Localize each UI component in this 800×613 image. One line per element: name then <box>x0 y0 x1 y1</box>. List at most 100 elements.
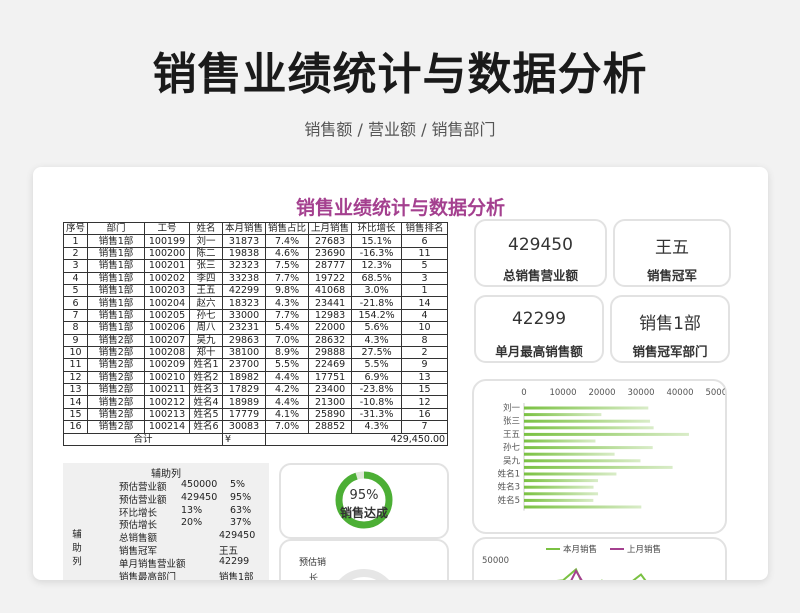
table-cell: 1 <box>62 234 89 248</box>
table-cell: 3 <box>401 271 449 285</box>
table-cell: 销售1部 <box>87 246 146 261</box>
table-cell: 100204 <box>144 296 191 310</box>
table-cell: 13 <box>62 383 89 397</box>
table-cell: 11 <box>401 246 449 261</box>
table-cell: 5.6% <box>351 321 403 335</box>
table-cell: 33000 <box>222 308 267 323</box>
table-cell: 赵六 <box>189 296 224 310</box>
table-cell: 销售2部 <box>87 395 146 409</box>
column-header: 环比增长 <box>351 221 403 236</box>
table-cell: 销售2部 <box>87 383 146 397</box>
table-cell: -16.3% <box>351 246 403 261</box>
table-cell: 7 <box>401 420 449 434</box>
helper-cell: 单月销售营业额 <box>119 558 186 570</box>
table-cell: 100203 <box>144 283 191 298</box>
table-cell: 销售2部 <box>87 333 146 347</box>
table-cell: 周八 <box>189 321 224 335</box>
table-cell: 68.5% <box>351 271 403 285</box>
table-cell: 销售2部 <box>87 407 146 422</box>
category-label: 王五 <box>503 430 521 440</box>
table-row: 12 销售2部 100210 姓名2 18982 4.4% 17751 6.9% 13 <box>62 370 449 385</box>
table-cell: 销售1部 <box>87 283 146 298</box>
table-cell: 7.5% <box>265 259 310 273</box>
bar <box>524 498 594 502</box>
helper-cell: 总销售额 <box>119 533 158 545</box>
table-cell: 100211 <box>144 383 191 397</box>
table-cell: 销售2部 <box>87 370 146 385</box>
table-cell: 19838 <box>222 246 267 261</box>
table-cell: 5.5% <box>265 358 310 372</box>
category-label: 吴九 <box>503 456 521 466</box>
table-cell: 23700 <box>222 358 267 372</box>
table-cell: 10 <box>62 345 89 360</box>
growth-gauge-tile: 预估销 长 <box>279 539 449 580</box>
table-cell: -21.8% <box>351 296 403 310</box>
column-header: 序号 <box>62 221 89 236</box>
table-cell: 销售1部 <box>87 321 146 335</box>
table-cell: 2 <box>62 246 89 261</box>
table-cell: 29863 <box>222 333 267 347</box>
growth-gauge-label-2: 长 <box>309 574 319 580</box>
table-cell: 11 <box>62 358 89 372</box>
bar <box>524 406 649 410</box>
table-cell: 17751 <box>308 370 353 385</box>
sales-line-chart: 本月销售 上月销售 50000 <box>482 544 661 580</box>
table-row: 4 销售1部 100202 李四 33238 7.7% 19722 68.5% 3 <box>62 271 449 285</box>
bar <box>524 439 596 443</box>
monthly-max-tile: 42299 单月最高销售额 <box>474 295 604 363</box>
helper-cell: 429450 <box>181 491 218 503</box>
sales-table: 序号 部门 工号 姓名 本月销售 销售占比 上月销售 环比增长 销售排名 1 销售1部 100199… <box>62 221 449 447</box>
gauge-percent: 95% <box>350 488 379 503</box>
table-cell: 15.1% <box>351 234 403 248</box>
table-row: 5 销售1部 100203 王五 42299 9.8% 41068 3.0% 1 <box>62 283 449 298</box>
helper-cell: 预估营业额 <box>119 482 167 493</box>
table-cell: 100205 <box>144 308 191 323</box>
helper-row: 销售最高部门 销售1部 <box>87 569 267 580</box>
table-cell: 销售1部 <box>87 308 146 323</box>
gauge-tile: 95% 销售达成 <box>279 463 449 539</box>
table-cell: 4.3% <box>265 296 310 310</box>
table-row: 10 销售2部 100208 郑十 38100 8.9% 29888 27.5% 2 <box>62 345 449 360</box>
helper-cell: 450000 <box>181 479 218 490</box>
growth-gauge <box>338 569 390 580</box>
helper-cell: 63% <box>230 504 252 516</box>
helper-cell: 预估营业额 <box>119 494 167 506</box>
table-row: 16 销售2部 100214 姓名6 30083 7.0% 28852 4.3% 7 <box>62 420 449 434</box>
y-tick-label: 50000 <box>482 556 509 566</box>
table-cell: 18989 <box>222 395 267 409</box>
table-cell: 7 <box>62 308 89 323</box>
table-cell: 100206 <box>144 321 191 335</box>
table-header-row: 序号 部门 工号 姓名 本月销售 销售占比 上月销售 环比增长 销售排名 <box>62 221 449 236</box>
table-cell: 2 <box>401 345 449 360</box>
table-cell: 16 <box>401 407 449 422</box>
helper-side-label: 辅助列 <box>70 529 81 570</box>
helper-cell: 销售冠军 <box>119 546 158 557</box>
bar <box>524 485 594 489</box>
helper-cell: 5% <box>230 479 246 490</box>
series-line <box>556 567 647 580</box>
table-cell: 18982 <box>222 370 267 385</box>
table-cell: 17779 <box>222 407 267 422</box>
x-tick-label: 10000 <box>549 388 576 398</box>
total-sales-value: 429450 <box>508 235 573 255</box>
table-cell: 姓名4 <box>189 395 224 409</box>
line-chart-tile: 本月销售 上月销售 50000 <box>472 537 727 580</box>
helper-row: 环比增长 13% 63% <box>87 504 267 519</box>
table-cell: 21300 <box>308 395 353 409</box>
gauge-label: 销售达成 <box>340 505 388 520</box>
table-cell: 100207 <box>144 333 191 347</box>
table-cell: 9.8% <box>265 283 310 298</box>
total-sales-label: 总销售营业额 <box>502 268 578 283</box>
table-cell: 13 <box>401 370 449 385</box>
table-cell: 100201 <box>144 259 191 273</box>
bar <box>524 426 654 430</box>
table-cell: 销售1部 <box>87 259 146 273</box>
total-row: 合计 ¥429,450.00 <box>62 432 449 447</box>
table-cell: 4.2% <box>265 383 310 397</box>
table-cell: 100214 <box>144 420 191 434</box>
champion-dept-label: 销售冠军部门 <box>632 344 708 359</box>
helper-row: 预估增长 20% 37% <box>87 517 267 531</box>
x-tick-label: 30000 <box>627 388 654 398</box>
table-cell: -31.3% <box>351 407 403 422</box>
